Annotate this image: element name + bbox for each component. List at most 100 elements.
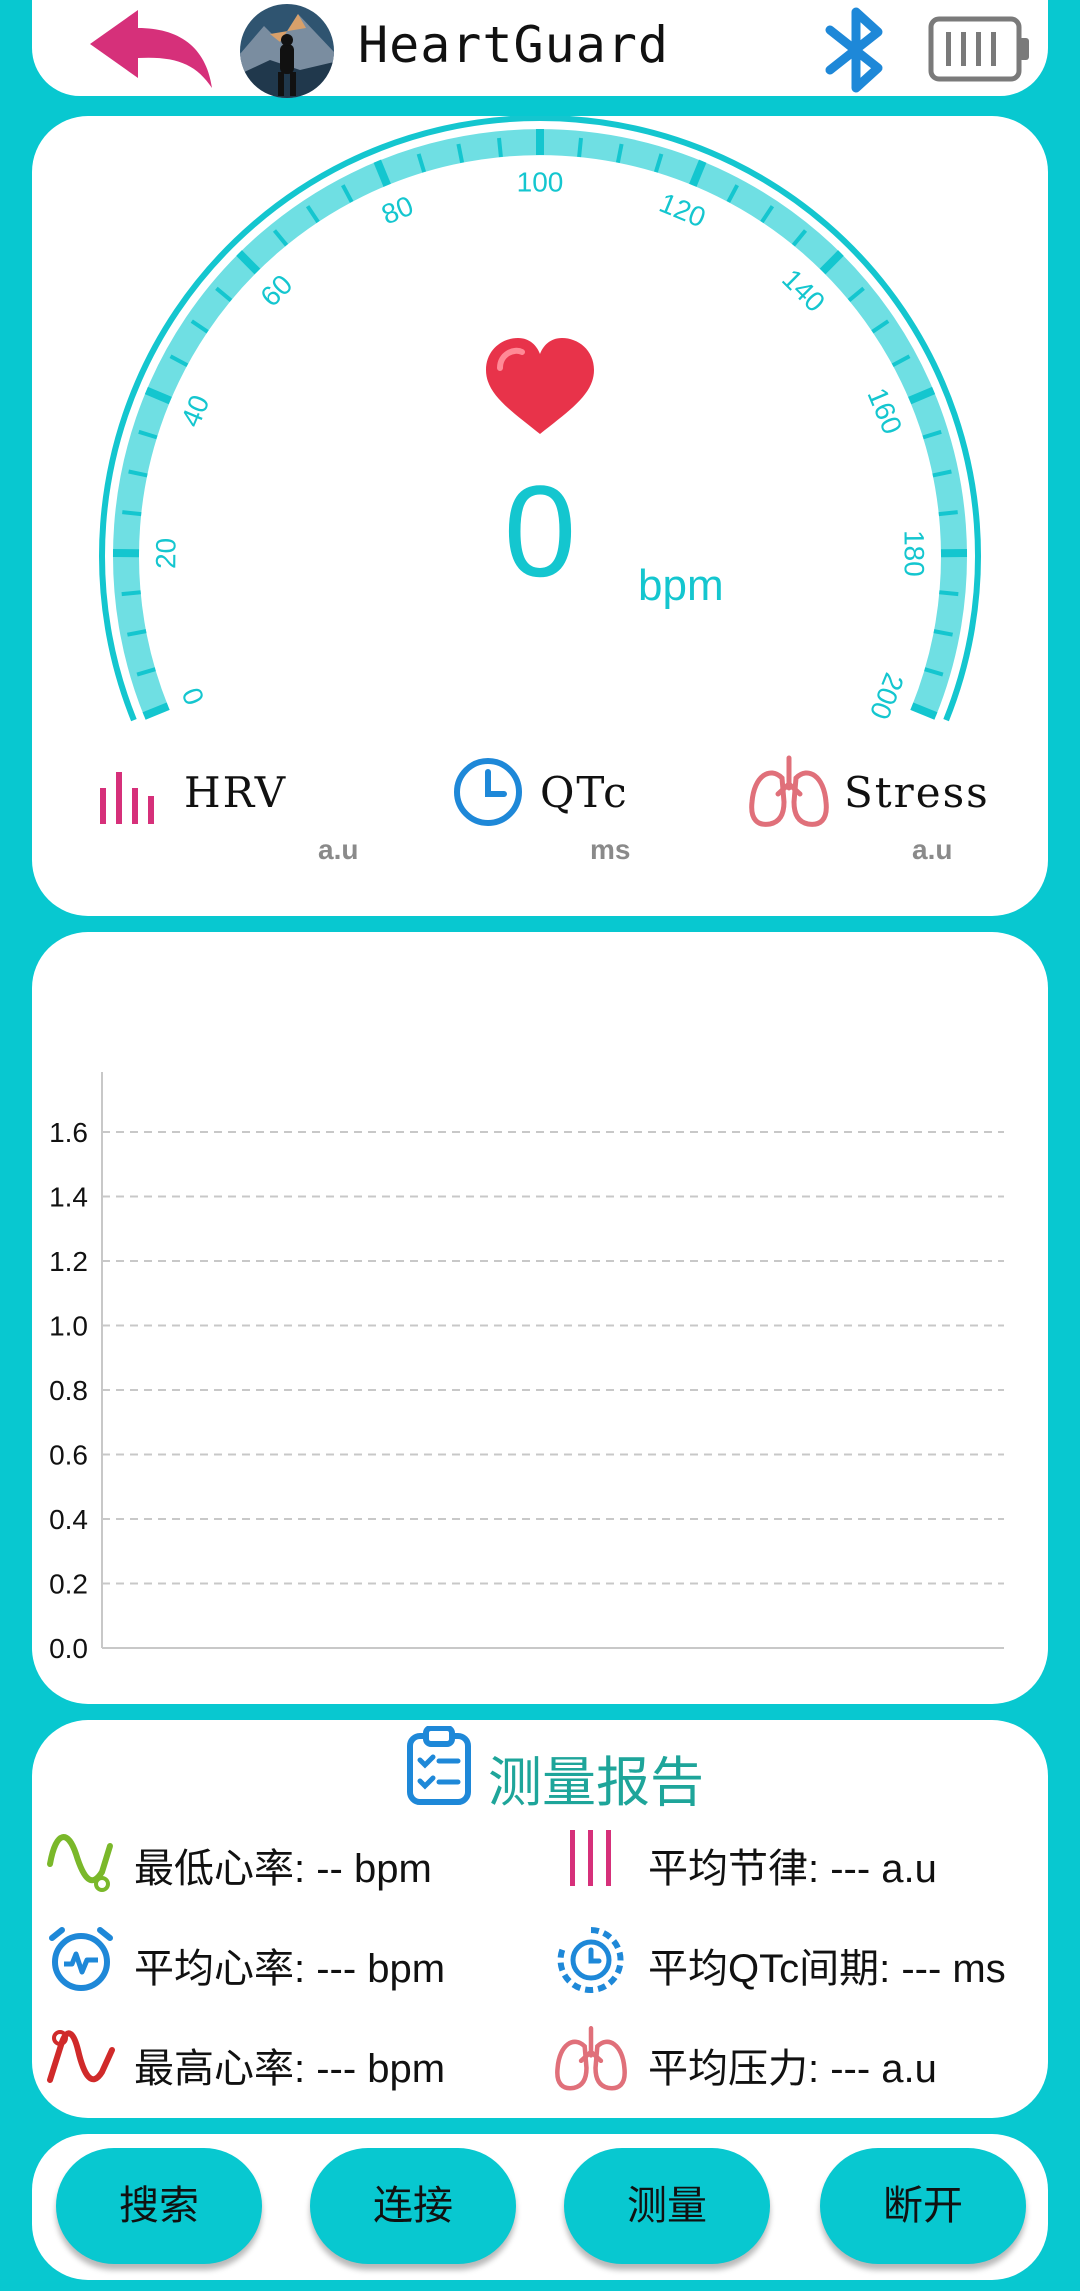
metric-stress-unit: a.u	[912, 834, 953, 865]
y-tick-label: 1.2	[49, 1246, 88, 1277]
search-button[interactable]: 搜索	[56, 2148, 262, 2264]
gauge-outer-arc	[99, 116, 981, 722]
metric-hrv: HRV a.u	[92, 744, 392, 865]
gauge-minor-tick	[127, 629, 147, 637]
gauge-minor-tick	[760, 205, 775, 224]
gauge-minor-tick	[416, 153, 427, 173]
y-tick-label: 0.8	[49, 1375, 88, 1406]
gauge-major-tick	[910, 702, 938, 720]
metric-qtc-label: QTc	[540, 768, 629, 817]
metric-stress-label: Stress	[844, 768, 990, 817]
gauge-minor-tick	[138, 429, 158, 440]
gauge-tick-label: 20	[150, 538, 181, 569]
stat-avg-heart-rate: 平均心率: --- bpm	[44, 1924, 504, 1994]
metric-stress: Stress a.u	[748, 744, 1048, 865]
y-tick-label: 1.0	[49, 1311, 88, 1342]
top-bar: HeartGuard	[32, 0, 1048, 98]
metric-qtc: QTc ms	[452, 744, 752, 865]
gauge-tick-label: 200	[864, 669, 910, 724]
gauge-tick-label: 100	[517, 166, 564, 197]
ecg-chart-card: 0.0 0.2 0.4 0.6 0.8 1.0 1.2 1.4 1.6	[32, 932, 1048, 1704]
gauge-minor-tick	[272, 229, 289, 247]
gauge-tick-label: 120	[655, 187, 710, 233]
gauge-major-tick	[908, 386, 936, 405]
bar-chart-icon	[100, 772, 154, 824]
stat-min-heart-rate: 最低心率: -- bpm	[44, 1824, 504, 1894]
gauge-tick-label: 180	[898, 530, 929, 577]
stat-avg-heart-rate-text: 平均心率: --- bpm	[134, 1947, 446, 1991]
stat-min-heart-rate-text: 最低心率: -- bpm	[134, 1847, 432, 1891]
alarm-pulse-icon	[49, 1927, 113, 1991]
lungs-icon	[555, 2026, 627, 2091]
disconnect-button[interactable]: 断开	[820, 2148, 1026, 2264]
gauge-major-tick	[142, 702, 170, 720]
gauge-tick-label: 80	[377, 190, 418, 231]
metric-hrv-unit: a.u	[318, 834, 359, 865]
gauge-minor-tick	[891, 354, 911, 368]
clock-icon	[454, 758, 522, 826]
gauge-minor-tick	[121, 590, 141, 597]
stat-max-heart-rate-text: 最高心率: --- bpm	[134, 2047, 446, 2091]
gauge-minor-tick	[653, 153, 664, 173]
gauge-minor-tick	[938, 510, 958, 517]
gauge-major-tick	[236, 250, 261, 275]
lungs-icon	[749, 755, 829, 827]
gauge-minor-tick	[871, 319, 890, 334]
gauge-minor-tick	[922, 429, 942, 440]
stat-avg-stress: 平均压力: --- a.u	[554, 2024, 1034, 2094]
gauge-minor-tick	[169, 354, 189, 368]
gauge-major-tick	[689, 159, 707, 187]
connect-button[interactable]: 连接	[310, 2148, 516, 2264]
gauge-major-tick	[819, 250, 844, 275]
stat-max-heart-rate: 最高心率: --- bpm	[44, 2024, 504, 2094]
gauge-minor-tick	[128, 469, 148, 478]
gauge-minor-tick	[305, 205, 320, 224]
clipboard-icon	[407, 1726, 471, 1805]
stat-avg-qtc-text: 平均QTc间期: --- ms	[648, 1947, 1006, 1991]
metric-hrv-label: HRV	[184, 768, 288, 817]
y-tick-label: 0.2	[49, 1569, 88, 1600]
gauge-minor-tick	[726, 184, 739, 203]
y-tick-label: 1.4	[49, 1182, 88, 1213]
gauge-tick-label: 40	[175, 391, 216, 432]
heart-rate-gauge-card: 0 20 40 60 80 100 120 140 160 180 200 0 bpm HRV a.…	[32, 116, 1048, 916]
stat-avg-stress-text: 平均压力: --- a.u	[648, 2047, 937, 2091]
gauge-tick-label: 60	[254, 269, 298, 313]
report-title: 测量报告	[488, 1753, 704, 1813]
action-bar: 搜索 连接 测量 断开	[32, 2134, 1048, 2280]
heart-rate-value: 0	[504, 458, 576, 604]
gauge-major-tick	[144, 386, 172, 405]
measurement-report-card: 测量报告 最低心率: -- bpm 平均节律: --- a.u 平均心率: --…	[32, 1720, 1048, 2118]
gauge-minor-tick	[847, 286, 865, 302]
gauge-minor-tick	[215, 286, 233, 302]
gauge-tick-label: 0	[176, 683, 211, 709]
back-arrow-icon[interactable]	[80, 6, 220, 92]
avatar[interactable]	[240, 4, 334, 98]
y-tick-label: 0.0	[49, 1633, 88, 1664]
timer-icon	[557, 1927, 624, 1993]
gauge-tick-label: 160	[862, 383, 909, 438]
wave-low-icon	[47, 1834, 113, 1892]
stat-avg-rhythm-text: 平均节律: --- a.u	[648, 1847, 937, 1891]
bluetooth-icon[interactable]	[822, 4, 890, 96]
stat-avg-qtc: 平均QTc间期: --- ms	[554, 1924, 1034, 1994]
heart-icon	[486, 338, 594, 434]
ecg-chart: 0.0 0.2 0.4 0.6 0.8 1.0 1.2 1.4 1.6	[49, 1072, 1004, 1664]
gauge-minor-tick	[136, 667, 156, 677]
y-tick-label: 1.6	[49, 1117, 88, 1148]
gauge-minor-tick	[939, 590, 959, 597]
measure-button[interactable]: 测量	[564, 2148, 770, 2264]
battery-icon	[928, 16, 1029, 82]
gauge-minor-tick	[932, 469, 952, 478]
gauge-minor-tick	[933, 629, 953, 637]
report-header: 测量报告	[32, 1720, 1048, 1820]
y-tick-label: 0.4	[49, 1504, 88, 1535]
metric-qtc-unit: ms	[590, 834, 631, 865]
gauge-minor-tick	[122, 510, 142, 517]
gauge-minor-tick	[341, 184, 354, 203]
gauge-minor-tick	[615, 143, 624, 163]
gauge-minor-tick	[456, 143, 465, 163]
gauge-minor-tick	[577, 137, 583, 158]
bars-icon	[570, 1830, 611, 1886]
